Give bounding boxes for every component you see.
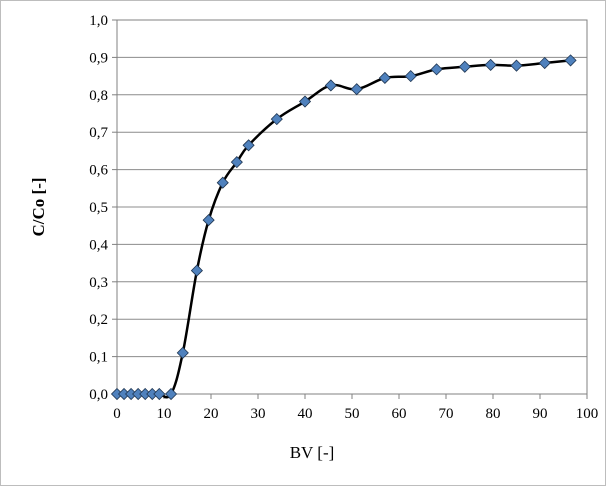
y-tick-label: 0,9 <box>89 50 108 66</box>
x-tick-label: 0 <box>113 406 121 422</box>
data-point <box>190 264 203 277</box>
data-point <box>242 139 255 152</box>
y-tick-label: 0,4 <box>89 237 108 253</box>
data-point <box>176 346 189 359</box>
series-line <box>117 59 571 399</box>
data-point <box>430 63 443 76</box>
y-tick-label: 1,0 <box>89 13 108 29</box>
x-tick-label: 20 <box>204 406 219 422</box>
y-tick-label: 0,0 <box>89 387 108 403</box>
x-axis: 0 10 20 30 40 50 60 70 80 90 100 <box>113 394 598 422</box>
y-tick-label: 0,2 <box>89 312 108 328</box>
x-tick-label: 70 <box>439 406 454 422</box>
data-point <box>378 71 391 85</box>
y-tick-label: 0,7 <box>89 125 108 141</box>
y-tick-label: 0,8 <box>89 88 108 104</box>
data-point <box>164 387 178 401</box>
data-point <box>564 54 577 67</box>
data-point <box>230 156 243 169</box>
data-point <box>298 95 312 108</box>
data-point <box>458 60 471 73</box>
gridlines <box>117 56 587 358</box>
x-tick-label: 100 <box>576 406 599 422</box>
x-axis-title: BV [-] <box>290 443 335 462</box>
x-tick-label: 30 <box>251 406 266 422</box>
y-tick-label: 0,3 <box>89 275 108 291</box>
data-point <box>538 56 551 70</box>
data-point <box>510 59 523 72</box>
data-point <box>216 176 229 189</box>
data-point <box>202 214 215 227</box>
data-point <box>404 70 417 83</box>
series-0 <box>110 54 577 401</box>
data-point <box>484 58 497 71</box>
x-tick-label: 60 <box>392 406 407 422</box>
x-tick-label: 90 <box>533 406 548 422</box>
y-tick-label: 0,1 <box>89 350 108 366</box>
data-point <box>350 83 363 96</box>
data-point <box>270 113 283 126</box>
data-point <box>324 79 337 92</box>
x-tick-label: 40 <box>298 406 313 422</box>
x-tick-label: 50 <box>345 406 360 422</box>
y-tick-label: 0,6 <box>89 163 108 179</box>
x-tick-label: 10 <box>157 406 172 422</box>
x-tick-label: 80 <box>486 406 501 422</box>
y-axis: 0,0 0,1 0,2 0,3 0,4 0,5 0,6 0,7 0,8 0,9 1,0 <box>89 13 117 403</box>
y-axis-title: C/Co [-] <box>29 177 48 236</box>
y-tick-label: 0,5 <box>89 200 108 216</box>
data-point <box>153 387 166 401</box>
